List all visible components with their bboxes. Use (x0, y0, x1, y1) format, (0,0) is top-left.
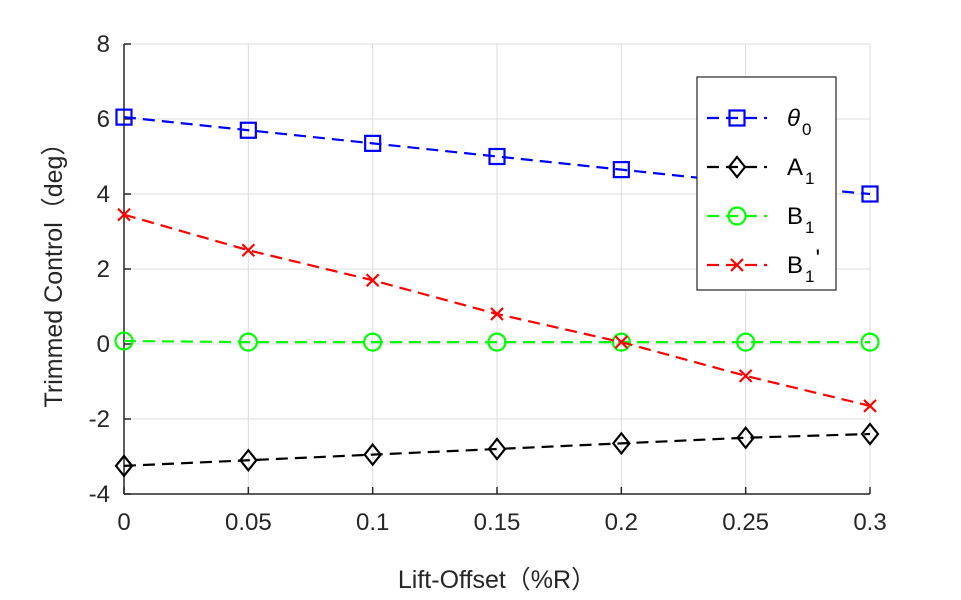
x-tick-label: 0 (117, 509, 130, 536)
y-tick-label: 8 (97, 31, 110, 58)
x-tick-label: 0.05 (225, 509, 272, 536)
data-point (114, 331, 134, 351)
data-point (363, 332, 383, 352)
y-tick-label: 2 (97, 256, 110, 283)
legend: θ 0 A 1 B 1 B 1' (696, 76, 837, 291)
legend-swatch-marker (727, 206, 747, 226)
data-point (115, 108, 133, 126)
data-point (738, 369, 753, 383)
legend-swatch-marker (727, 155, 747, 179)
series-2 (114, 331, 880, 352)
legend-box (696, 76, 837, 291)
series-group (114, 108, 880, 478)
data-point (488, 147, 506, 166)
data-point (612, 161, 630, 179)
y-tick-label: 6 (97, 106, 110, 133)
series-line (123, 432, 871, 467)
data-point (364, 134, 382, 152)
legend-entry: B 1' (707, 245, 820, 286)
data-point (363, 442, 383, 467)
tick-labels: 0 0.05 0.1 0.15 0.2 0.25 0.3 -4 -2 0 2 4 6 8 (89, 31, 887, 536)
data-point (861, 185, 879, 203)
data-point (239, 121, 257, 139)
y-tick-label: 0 (97, 331, 110, 358)
x-tick-label: 0.3 (853, 509, 886, 536)
data-point (117, 207, 131, 222)
legend-swatch-marker (730, 258, 744, 272)
x-tick-label: 0.15 (474, 509, 521, 536)
y-tick-label: -4 (89, 481, 110, 508)
legend-label: B 1' (787, 245, 820, 286)
data-point (863, 399, 877, 413)
x-tick-label: 0.1 (356, 509, 389, 536)
legend-swatch-marker (728, 109, 746, 127)
data-point (238, 332, 258, 352)
y-axis-label: Trimmed Control（deg） (40, 131, 68, 408)
data-point (238, 448, 258, 473)
y-tick-label: 4 (97, 181, 110, 208)
data-point (114, 454, 134, 478)
data-point (487, 332, 507, 352)
data-point (736, 332, 756, 352)
data-point (490, 307, 504, 321)
data-point (611, 431, 631, 456)
y-tick-label: -2 (89, 406, 110, 433)
x-axis-label: Lift-Offset（%R） (398, 566, 596, 594)
data-point (611, 332, 631, 352)
data-point (487, 437, 507, 461)
axes (123, 43, 871, 495)
series-1 (114, 422, 880, 478)
data-point (860, 422, 880, 446)
data-point (736, 425, 756, 450)
x-tick-label: 0.2 (605, 509, 638, 536)
series-line (123, 116, 871, 196)
series-line (123, 339, 870, 344)
data-point (241, 243, 256, 258)
x-tick-label: 0.25 (722, 509, 769, 536)
data-point (614, 335, 629, 349)
data-point (365, 273, 380, 288)
data-point (860, 332, 880, 352)
series-3 (117, 207, 877, 413)
